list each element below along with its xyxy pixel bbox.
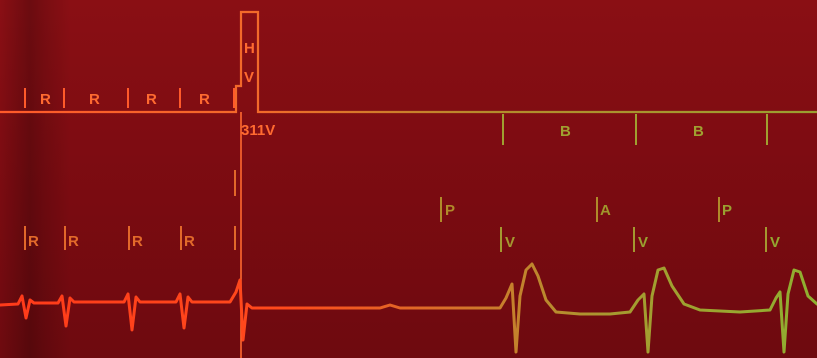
marker-pre-label: R [132,233,143,250]
marker-upper-label: P [445,202,455,219]
shock-label-v: V [244,69,254,86]
top-pre-label: R [89,91,100,108]
top-pre-label: R [146,91,157,108]
shock-voltage-label: 311V [241,122,275,139]
top-post-label: B [693,123,704,140]
marker-v-label: V [505,234,515,251]
top-channel: R R R R H V 311V B B [0,10,817,358]
marker-pre-label: R [28,233,39,250]
marker-upper-label: P [722,202,732,219]
marker-v-label: V [638,234,648,251]
top-pre-label: R [199,91,210,108]
marker-v-label: V [770,234,780,251]
shock-label-h: H [244,40,255,57]
ecg-trace [0,262,817,354]
marker-channel: R R R R P A P V V V [24,170,780,252]
marker-upper-label: A [600,202,611,219]
top-pre-label: R [40,91,51,108]
top-post-label: B [560,123,571,140]
marker-pre-label: R [68,233,79,250]
marker-pre-label: R [184,233,195,250]
top-channel-line [0,10,817,114]
